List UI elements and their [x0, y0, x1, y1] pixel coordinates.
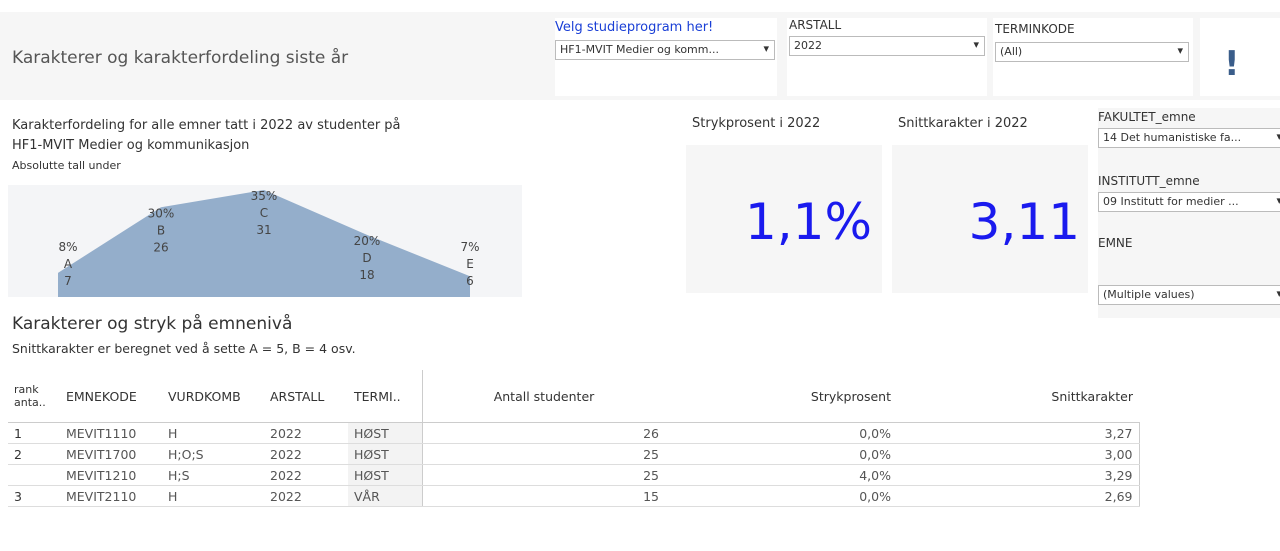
table-cell: 0,0%	[665, 443, 897, 465]
page-title: Karakterer og karakterfordeling siste år	[12, 48, 349, 68]
table-cell: 25	[422, 443, 665, 465]
table-row: MEVIT1210 H;S 2022 HØST 25 4,0% 3,29	[8, 464, 1140, 486]
table-cell: HØST	[348, 443, 423, 465]
section-title: Karakterer og stryk på emnenivå	[12, 314, 293, 334]
filter-label: INSTITUTT_emne	[1098, 174, 1200, 188]
side-filters: FAKULTET_emne 14 Det humanistiske fa... …	[1098, 108, 1280, 318]
chart-subtitle: Absolutte tall under	[12, 159, 121, 172]
percent-label: 8%	[58, 240, 77, 254]
dropdown[interactable]: (Multiple values)	[1098, 285, 1280, 305]
table-cell: MEVIT2110	[60, 485, 162, 507]
percent-label: 30%	[148, 206, 175, 220]
percent-label: 20%	[354, 234, 381, 248]
table-cell: H	[162, 422, 264, 444]
table-cell: 2	[8, 443, 60, 465]
column-header: EMNEKODE	[66, 388, 137, 404]
kpi-box: 3,11	[892, 145, 1088, 293]
table-cell: MEVIT1700	[60, 443, 162, 465]
table-cell: 3,27	[897, 422, 1140, 444]
table-row: 1 MEVIT1110 H 2022 HØST 26 0,0% 3,27	[8, 422, 1140, 444]
table-cell: MEVIT1110	[60, 422, 162, 444]
kpi-label: Strykprosent i 2022	[692, 116, 821, 131]
table-row: 2 MEVIT1700 H;O;S 2022 HØST 25 0,0% 3,00	[8, 443, 1140, 465]
column-header: rank anta..	[14, 383, 46, 409]
table-cell: 2022	[264, 443, 348, 465]
value-label: 7	[64, 274, 72, 288]
table-cell: HØST	[348, 464, 423, 486]
filter-label: ARSTALL	[789, 18, 842, 32]
filter-label: EMNE	[1098, 236, 1133, 250]
percent-label: 7%	[460, 240, 479, 254]
table-cell: 2022	[264, 464, 348, 486]
area-chart: 8% A 7 30% B 26 35% C 31 20% D 18 7% E 6	[8, 185, 522, 297]
table-cell: H;S	[162, 464, 264, 486]
dropdown[interactable]: (All)	[995, 42, 1189, 62]
category-label: E	[466, 257, 474, 271]
value-label: 31	[256, 223, 271, 237]
chart-title: HF1-MVIT Medier og kommunikasjon	[12, 138, 250, 153]
table-cell: 25	[422, 464, 665, 486]
program-filter: Velg studieprogram her! HF1-MVIT Medier …	[555, 18, 777, 96]
category-label: A	[64, 257, 73, 271]
table-cell: 3,00	[897, 443, 1140, 465]
value-label: 6	[466, 274, 474, 288]
table-cell: MEVIT1210	[60, 464, 162, 486]
column-header: TERMI..	[354, 388, 401, 404]
area	[58, 190, 470, 297]
section-subtitle: Snittkarakter er beregnet ved å sette A …	[12, 341, 356, 356]
table-cell: VÅR	[348, 485, 423, 507]
filter-label: FAKULTET_emne	[1098, 110, 1196, 124]
column-header: Strykprosent	[810, 388, 891, 404]
table-cell: 0,0%	[665, 422, 897, 444]
dropdown[interactable]: 14 Det humanistiske fa...	[1098, 128, 1280, 148]
chart-title: Karakterfordeling for alle emner tatt i …	[12, 118, 401, 133]
table-cell: 2,69	[897, 485, 1140, 507]
filter-label: TERMINKODE	[995, 22, 1075, 36]
table-cell: H;O;S	[162, 443, 264, 465]
column-header: ARSTALL	[270, 388, 325, 404]
table-cell: 15	[422, 485, 665, 507]
kpi-box: 1,1%	[686, 145, 882, 293]
table-cell: 26	[422, 422, 665, 444]
category-label: D	[362, 251, 371, 265]
dropdown[interactable]: 2022	[789, 36, 985, 56]
table-cell: 0,0%	[665, 485, 897, 507]
kpi-label: Snittkarakter i 2022	[898, 116, 1028, 131]
column-header: Antall studenter	[422, 370, 665, 423]
table-row: 3 MEVIT2110 H 2022 VÅR 15 0,0% 2,69	[8, 485, 1140, 507]
table-cell	[8, 464, 60, 486]
alert-panel: !	[1200, 18, 1280, 96]
category-label: C	[260, 206, 268, 220]
table-cell: H	[162, 485, 264, 507]
kpi-value: 1,1%	[744, 193, 872, 251]
value-label: 18	[359, 268, 374, 282]
table-cell: HØST	[348, 422, 423, 444]
percent-label: 35%	[251, 189, 278, 203]
table-cell: 3	[8, 485, 60, 507]
table-cell: 3,29	[897, 464, 1140, 486]
term-filter: TERMINKODE (All)	[993, 18, 1193, 96]
table-cell: 1	[8, 422, 60, 444]
table-cell: 2022	[264, 422, 348, 444]
year-filter: ARSTALL 2022	[787, 18, 987, 96]
filter-label: Velg studieprogram her!	[555, 20, 714, 35]
alert-icon: !	[1224, 44, 1240, 84]
kpi-value: 3,11	[968, 193, 1080, 251]
table-cell: 4,0%	[665, 464, 897, 486]
dropdown[interactable]: HF1-MVIT Medier og komm...	[555, 40, 775, 60]
value-label: 26	[153, 240, 168, 254]
column-header: VURDKOMB	[168, 388, 241, 404]
column-header: Snittkarakter	[1051, 388, 1133, 404]
data-table: rank anta.. EMNEKODE VURDKOMB ARSTALL TERMI.…	[8, 370, 1140, 507]
table-cell: 2022	[264, 485, 348, 507]
dropdown[interactable]: 09 Institutt for medier ...	[1098, 192, 1280, 212]
category-label: B	[157, 223, 165, 237]
